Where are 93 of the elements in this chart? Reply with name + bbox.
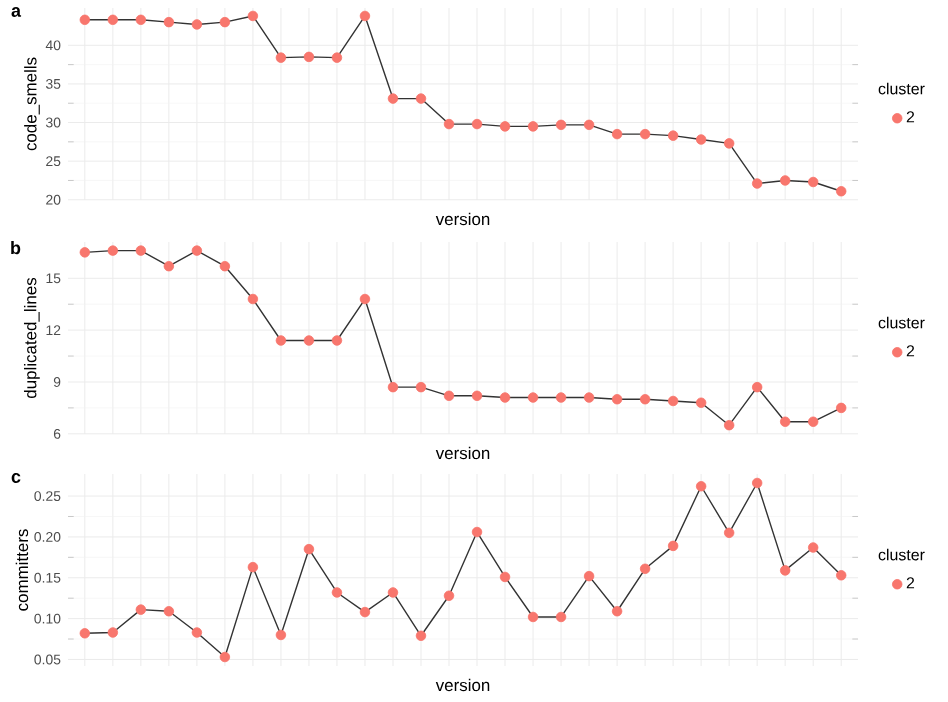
point bbox=[807, 176, 819, 188]
point bbox=[415, 381, 427, 393]
point bbox=[303, 543, 315, 555]
point bbox=[387, 381, 399, 393]
point bbox=[695, 397, 707, 408]
point bbox=[79, 247, 91, 258]
point bbox=[751, 178, 763, 189]
point bbox=[807, 416, 819, 427]
point bbox=[163, 606, 175, 617]
x-axis-title: version bbox=[435, 678, 490, 692]
point bbox=[331, 587, 343, 598]
point bbox=[527, 392, 539, 403]
point bbox=[611, 394, 623, 405]
point bbox=[191, 627, 203, 638]
point bbox=[135, 604, 147, 615]
chart-title: b bbox=[11, 241, 21, 255]
point bbox=[303, 51, 315, 63]
point bbox=[751, 477, 763, 489]
point bbox=[107, 245, 119, 256]
point bbox=[836, 402, 847, 414]
point bbox=[247, 561, 259, 573]
y-axis-title: committers bbox=[15, 529, 29, 611]
point bbox=[331, 335, 343, 346]
point bbox=[471, 118, 483, 130]
point bbox=[639, 563, 651, 574]
point bbox=[415, 630, 427, 641]
chart-title: a bbox=[11, 7, 22, 17]
x-axis-title: version bbox=[435, 446, 490, 460]
x-axis-title: version bbox=[435, 212, 490, 226]
point bbox=[359, 606, 371, 618]
point bbox=[219, 651, 231, 663]
point bbox=[471, 526, 483, 538]
point bbox=[611, 128, 623, 140]
point bbox=[555, 392, 567, 403]
point bbox=[135, 245, 147, 256]
point bbox=[331, 52, 343, 63]
point bbox=[583, 570, 595, 582]
point bbox=[415, 93, 427, 104]
point bbox=[779, 565, 791, 576]
point bbox=[163, 16, 175, 28]
point bbox=[443, 390, 455, 401]
point bbox=[359, 293, 371, 305]
y-axis-title: duplicated_lines bbox=[23, 277, 40, 399]
point bbox=[779, 416, 791, 427]
point bbox=[779, 175, 791, 186]
point bbox=[807, 542, 819, 553]
point bbox=[639, 394, 651, 405]
point bbox=[695, 481, 707, 492]
point bbox=[163, 260, 175, 272]
point bbox=[836, 570, 847, 581]
y-axis-title: code_smells bbox=[24, 57, 40, 151]
point bbox=[667, 395, 679, 407]
point bbox=[443, 590, 455, 601]
point bbox=[583, 392, 595, 403]
point bbox=[583, 119, 595, 131]
point bbox=[527, 611, 539, 623]
point bbox=[443, 118, 455, 130]
point bbox=[387, 587, 399, 598]
point bbox=[723, 138, 735, 149]
chart-title: c bbox=[11, 473, 21, 483]
point bbox=[247, 10, 259, 22]
point bbox=[219, 16, 231, 28]
point bbox=[499, 392, 511, 403]
point bbox=[191, 245, 203, 256]
point bbox=[527, 121, 539, 132]
point bbox=[611, 606, 623, 617]
point bbox=[723, 527, 735, 539]
point bbox=[275, 629, 287, 641]
point bbox=[723, 419, 735, 431]
point bbox=[695, 134, 707, 145]
point bbox=[639, 128, 651, 140]
point bbox=[107, 627, 119, 638]
point bbox=[79, 628, 91, 639]
point bbox=[191, 19, 203, 30]
point bbox=[471, 390, 483, 401]
point bbox=[555, 119, 567, 131]
point bbox=[667, 130, 679, 141]
point bbox=[499, 571, 511, 583]
point bbox=[275, 52, 287, 63]
point bbox=[135, 14, 147, 26]
point bbox=[667, 540, 679, 552]
point bbox=[359, 10, 371, 22]
point bbox=[275, 335, 287, 346]
point bbox=[107, 14, 119, 26]
point bbox=[387, 93, 399, 104]
point bbox=[219, 260, 231, 272]
point bbox=[247, 293, 259, 305]
point bbox=[499, 121, 511, 132]
point bbox=[303, 335, 315, 346]
point bbox=[79, 14, 91, 26]
point bbox=[555, 611, 567, 623]
point bbox=[751, 381, 763, 393]
point bbox=[836, 186, 847, 197]
